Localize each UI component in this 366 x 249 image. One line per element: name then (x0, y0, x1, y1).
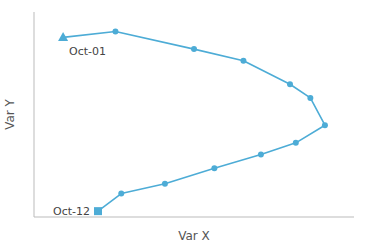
point-marker (322, 122, 328, 128)
y-axis-line (34, 12, 35, 217)
annotation: Oct-12 (53, 205, 90, 218)
point-marker (191, 46, 197, 52)
series-line (63, 32, 325, 212)
plot-area (58, 29, 328, 216)
annotation: Oct-01 (69, 45, 106, 58)
point-marker (112, 29, 118, 35)
point-marker (307, 95, 313, 101)
point-marker (240, 58, 246, 64)
y-axis-label: Var Y (3, 98, 17, 129)
point-marker (258, 152, 264, 158)
chart-svg: Oct-01 Oct-12 Var X Var Y (0, 0, 366, 249)
point-marker (211, 165, 217, 171)
start-marker (58, 32, 68, 41)
chart-container: Oct-01 Oct-12 Var X Var Y (0, 0, 366, 249)
point-marker (293, 140, 299, 146)
point-marker (118, 191, 124, 197)
point-marker (162, 181, 168, 187)
end-marker (94, 207, 102, 215)
x-axis-label: Var X (178, 229, 210, 243)
point-marker (287, 81, 293, 87)
